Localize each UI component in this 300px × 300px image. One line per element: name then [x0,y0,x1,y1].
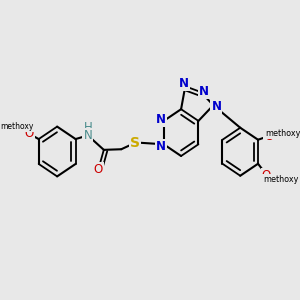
Text: N: N [83,129,92,142]
Text: N: N [199,85,209,98]
Text: N: N [212,100,221,113]
Text: methoxy: methoxy [266,129,300,138]
Text: N: N [179,77,189,90]
Text: O: O [262,169,271,182]
Text: N: N [156,113,166,126]
Text: N: N [156,140,166,153]
Text: S: S [130,136,140,150]
Text: methoxy: methoxy [263,175,298,184]
Text: H: H [83,121,92,134]
Text: O: O [24,127,34,140]
Text: O: O [94,164,103,176]
Text: methoxy: methoxy [0,122,33,131]
Text: O: O [264,130,273,142]
